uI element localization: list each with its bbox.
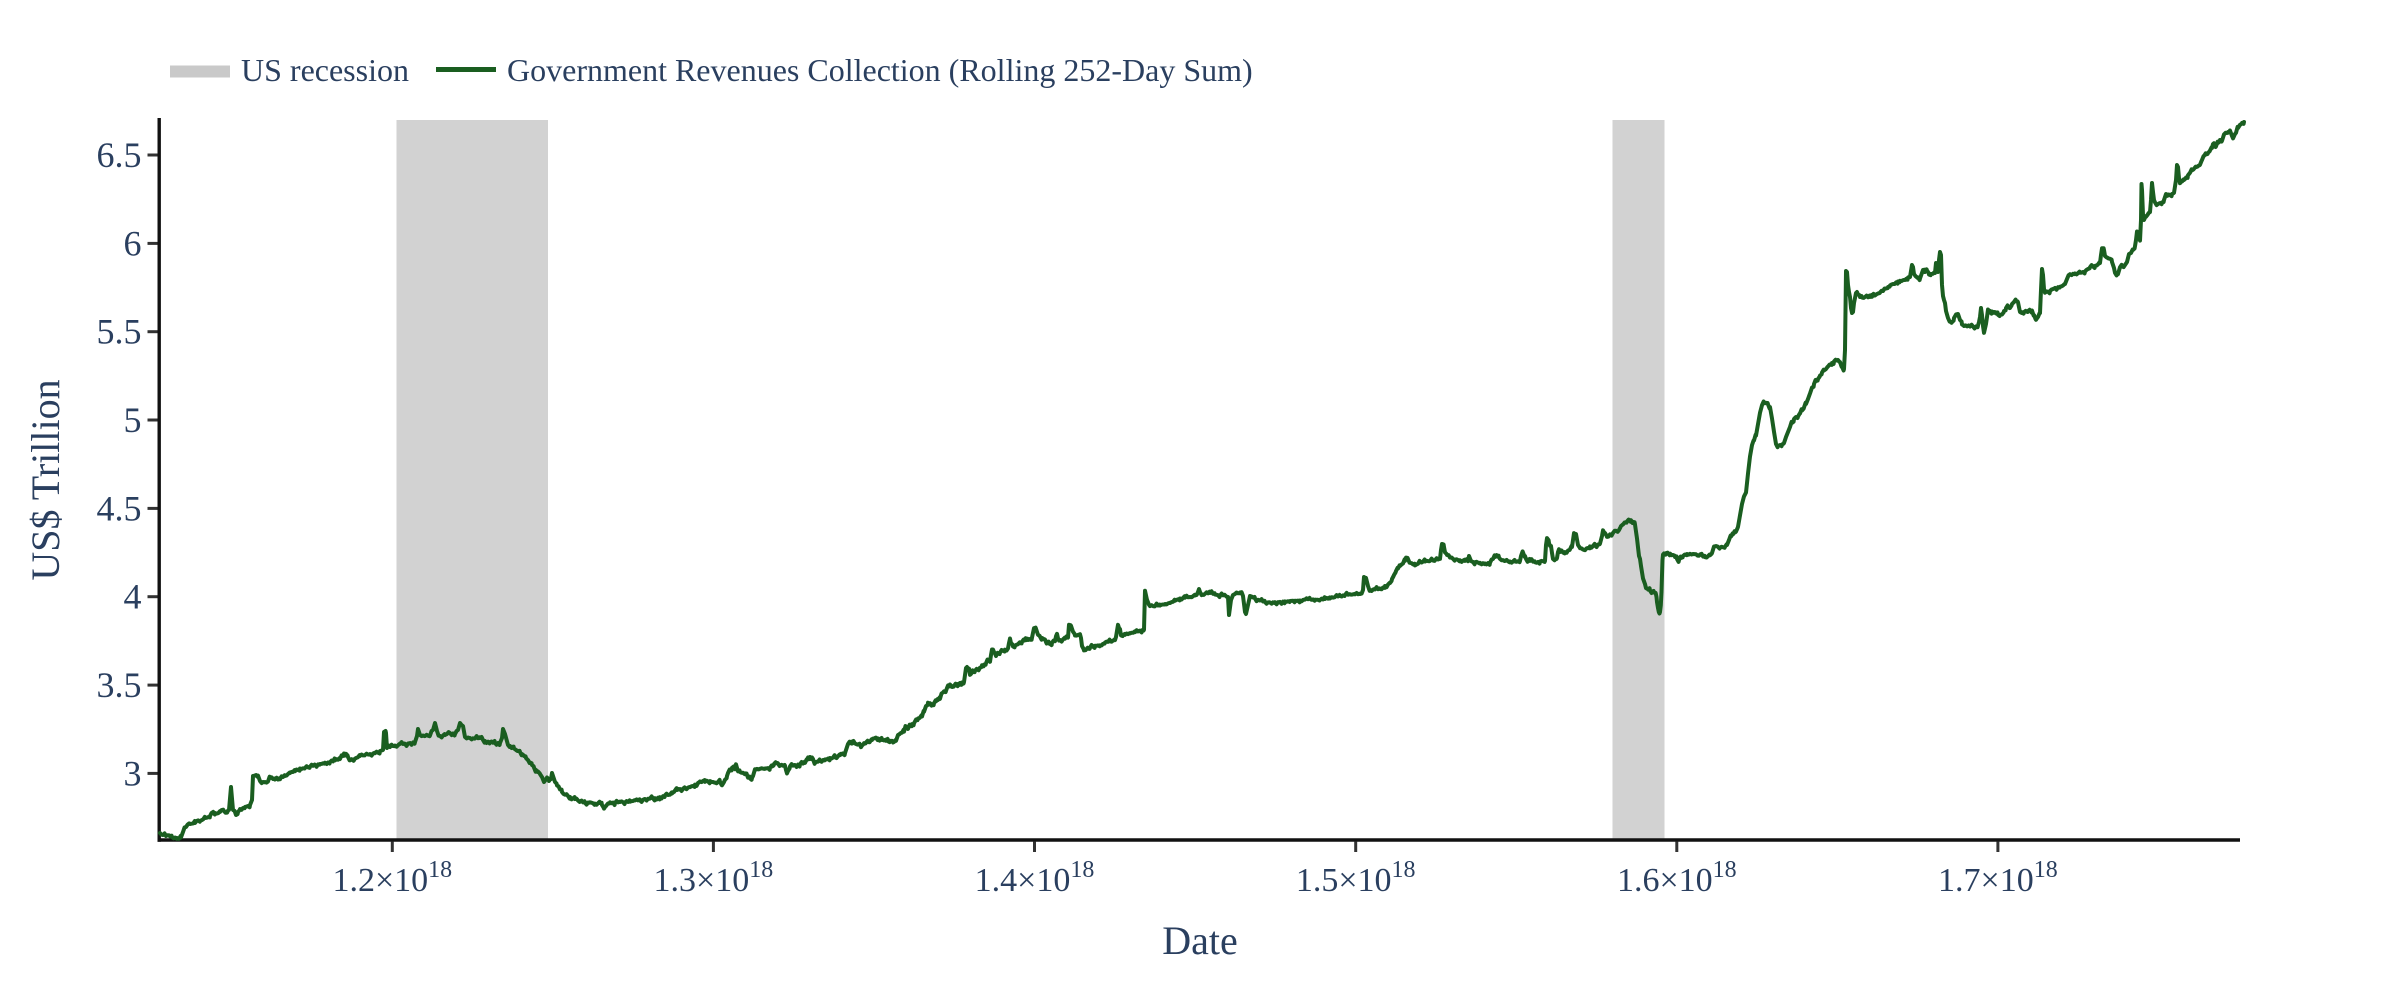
svg-text:3: 3 — [124, 753, 142, 793]
svg-text:4.5: 4.5 — [97, 488, 142, 528]
svg-text:Government Revenues Collection: Government Revenues Collection (Rolling … — [507, 52, 1253, 88]
svg-text:1.3×1018: 1.3×1018 — [654, 857, 774, 899]
svg-text:US$ Trillion: US$ Trillion — [23, 379, 68, 580]
svg-text:5.5: 5.5 — [97, 312, 142, 352]
svg-text:US recession: US recession — [241, 52, 409, 88]
svg-text:5: 5 — [124, 400, 142, 440]
svg-text:6.5: 6.5 — [97, 135, 142, 175]
svg-text:3.5: 3.5 — [97, 665, 142, 705]
svg-text:4: 4 — [124, 577, 142, 617]
svg-text:Date: Date — [1162, 918, 1238, 963]
svg-text:6: 6 — [124, 223, 142, 263]
